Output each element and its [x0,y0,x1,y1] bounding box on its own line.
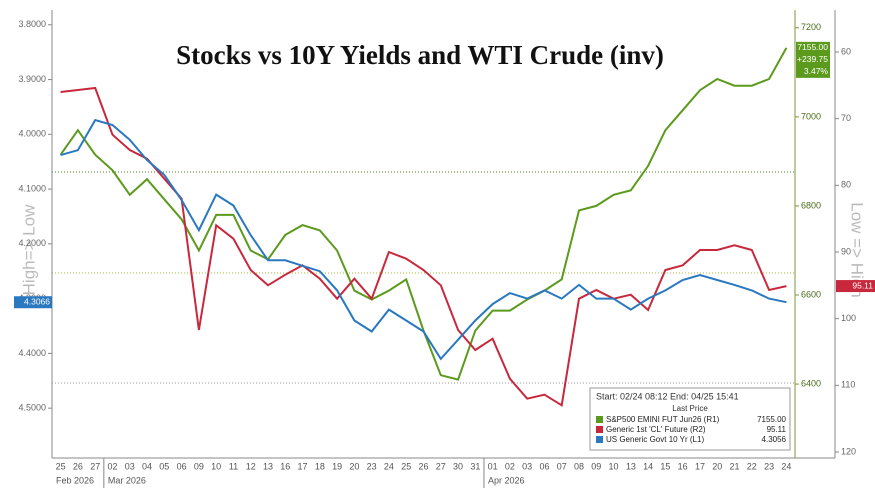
last-value-label: 95.11 [852,280,873,290]
x-tick-label: 27 [436,461,446,471]
last-value-tag [836,280,875,293]
x-tick-label: 25 [56,461,66,471]
legend-box [589,387,791,451]
last-value-label: +239.75 [797,54,828,64]
series-line [60,118,787,361]
y-tick-label: 3.8000 [18,19,46,29]
x-tick-label: 10 [609,461,619,471]
legend-value: 7155.00 [757,415,786,424]
legend-value: 95.11 [767,425,787,434]
x-tick-label: 12 [246,461,256,471]
y3-tick-label: 110 [841,380,855,390]
x-tick-label: 25 [401,461,411,471]
x-tick-label: 13 [263,461,273,471]
last-value-label: 4.3066 [24,296,50,306]
y2-tick-label: 6800 [801,200,821,210]
x-tick-label: 24 [781,461,791,471]
y3-tick-label: 100 [841,313,856,323]
y2-tick-label: 7000 [801,111,821,121]
x-tick-label: 03 [522,461,532,471]
month-label: Mar 2026 [108,475,146,485]
x-tick-label: 09 [591,461,601,471]
y3-tick-label: 70 [841,113,851,123]
y-tick-label: 4.4000 [18,348,46,358]
y3-tick-label: 90 [841,246,851,256]
y2-tick-label: 7200 [801,22,821,32]
y-axis-title: High=> Low [19,204,38,295]
legend-header: Start: 02/24 08:12 End: 04/25 15:41 [596,391,739,401]
x-tick-label: 26 [418,461,428,471]
legend-label: S&P500 EMINI FUT Jun26 (R1) [606,415,720,424]
month-label: Apr 2026 [488,475,525,485]
x-tick-label: 02 [107,461,117,471]
legend-label: US Generic Govt 10 Yr (L1) [606,435,704,444]
x-tick-label: 16 [280,461,290,471]
y-tick-label: 4.2000 [18,238,46,248]
x-tick-label: 23 [367,461,377,471]
y3-axis-title: Low => High [848,202,867,297]
last-value-tag [796,41,830,78]
y3-tick-label: 80 [841,180,851,190]
last-value-label: 3.47% [804,66,829,76]
y2-tick-label: 6400 [801,378,821,388]
x-tick-label: 16 [678,461,688,471]
y3-tick-label: 60 [841,46,851,56]
x-tick-label: 20 [712,461,722,471]
x-tick-label: 13 [626,461,636,471]
x-tick-label: 18 [315,461,325,471]
legend-swatch [596,436,603,443]
x-tick-label: 31 [470,461,480,471]
x-tick-label: 20 [349,461,359,471]
x-tick-label: 09 [194,461,204,471]
y2-tick-label: 6600 [801,289,821,299]
x-tick-label: 21 [730,461,740,471]
legend-label: Generic 1st 'CL' Future (R2) [606,425,706,434]
x-tick-label: 03 [125,461,135,471]
x-tick-label: 17 [695,461,705,471]
y-tick-label: 3.9000 [18,74,46,84]
y-tick-label: 4.5000 [18,403,46,413]
x-tick-label: 08 [574,461,584,471]
month-label: Feb 2026 [56,475,94,485]
y-tick-label: 4.1000 [18,183,46,193]
x-tick-label: 06 [177,461,187,471]
x-tick-label: 06 [539,461,549,471]
x-tick-label: 04 [142,461,152,471]
x-tick-label: 07 [557,461,567,471]
last-value-tag [14,296,52,309]
legend-value: 4.3056 [762,435,787,444]
x-tick-label: 02 [505,461,515,471]
last-value-label: 7155.00 [797,42,828,52]
x-tick-label: 17 [298,461,308,471]
chart-title: Stocks vs 10Y Yields and WTI Crude (inv) [176,40,664,70]
y3-tick-label: 120 [841,446,856,456]
legend-swatch [596,416,603,423]
x-tick-label: 27 [90,461,100,471]
legend: Start: 02/24 08:12 End: 04/25 15:41 Last… [589,387,791,451]
x-tick-label: 10 [211,461,221,471]
x-tick-label: 01 [488,461,498,471]
y-tick-label: 4.0000 [18,129,46,139]
x-tick-label: 19 [332,461,342,471]
x-tick-label: 22 [747,461,757,471]
legend-subheader: Last Price [672,404,708,413]
x-tick-label: 11 [229,461,238,471]
x-tick-label: 05 [159,461,169,471]
x-tick-label: 24 [384,461,394,471]
legend-swatch [596,426,603,433]
x-tick-label: 23 [764,461,774,471]
x-tick-label: 26 [73,461,83,471]
x-tick-label: 15 [660,461,670,471]
x-tick-label: 14 [643,461,653,471]
x-tick-label: 30 [453,461,463,471]
